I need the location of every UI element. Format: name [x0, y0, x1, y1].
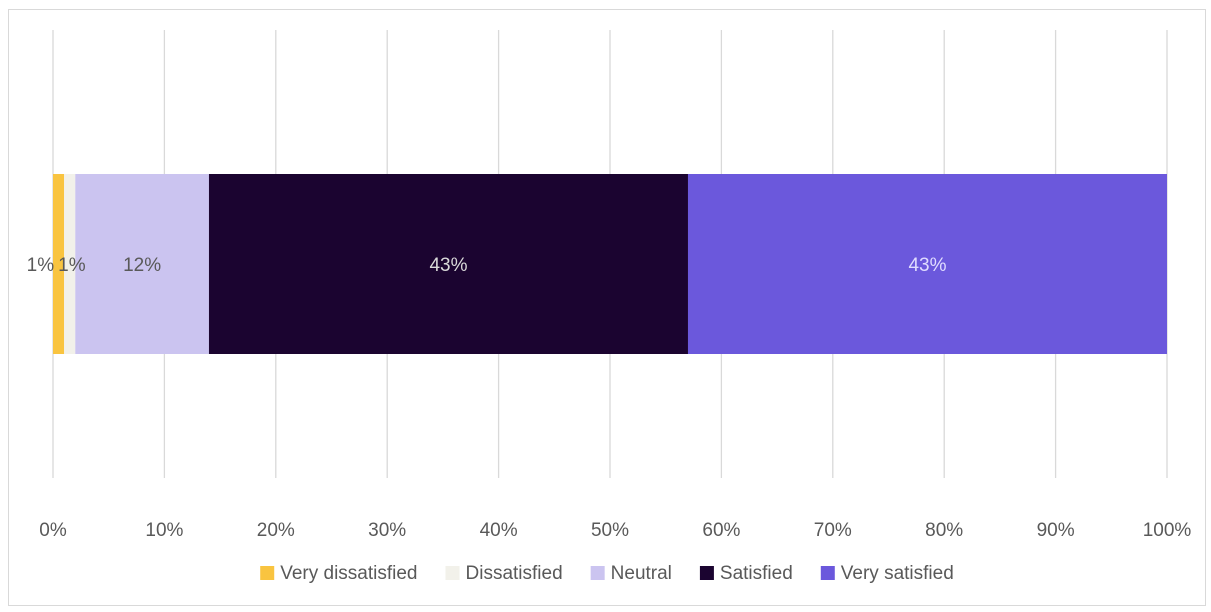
x-tick-label: 80% [925, 520, 963, 541]
data-label: 1% [27, 255, 55, 276]
legend-swatch [699, 566, 714, 580]
data-label: 43% [429, 255, 467, 276]
chart-frame: 1% 1% 12% 43% 43% 0% 10% 20% 30% 40% 50% 60% 70% 80%… [8, 9, 1206, 606]
data-labels: 1% 1% 12% 43% 43% [27, 255, 947, 276]
legend-swatch [820, 566, 835, 580]
legend-label: Neutral [611, 563, 672, 584]
legend-label: Satisfied [720, 563, 793, 584]
bar-segment [687, 174, 1167, 354]
x-tick-label: 30% [368, 520, 406, 541]
x-tick-label: 70% [814, 520, 852, 541]
x-tick-label: 40% [480, 520, 518, 541]
legend-label: Very dissatisfied [280, 563, 417, 584]
bar-segment [75, 174, 209, 354]
legend-swatch [445, 566, 460, 580]
legend-label: Dissatisfied [466, 563, 563, 584]
x-tick-label: 100% [1143, 520, 1192, 541]
data-label: 43% [908, 255, 946, 276]
bar-segments [53, 174, 1167, 354]
x-tick-label: 20% [257, 520, 295, 541]
data-label: 1% [58, 255, 86, 276]
x-tick-label: 90% [1037, 520, 1075, 541]
x-tick-label: 50% [591, 520, 629, 541]
stacked-bar-chart: 1% 1% 12% 43% 43% 0% 10% 20% 30% 40% 50% 60% 70% 80%… [27, 30, 1191, 584]
x-axis-tick-labels: 0% 10% 20% 30% 40% 50% 60% 70% 80% 90% 100% [39, 520, 1191, 541]
x-tick-label: 10% [145, 520, 183, 541]
bar-segment [64, 174, 76, 354]
x-tick-label: 60% [702, 520, 740, 541]
legend-label: Very satisfied [841, 563, 954, 584]
x-tick-label: 0% [39, 520, 67, 541]
legend-swatch [260, 566, 275, 580]
legend: Very dissatisfied Dissatisfied Neutral Sati… [260, 563, 954, 584]
bar-segment [53, 174, 65, 354]
legend-swatch [590, 566, 605, 580]
data-label: 12% [123, 255, 161, 276]
bar-segment [208, 174, 688, 354]
